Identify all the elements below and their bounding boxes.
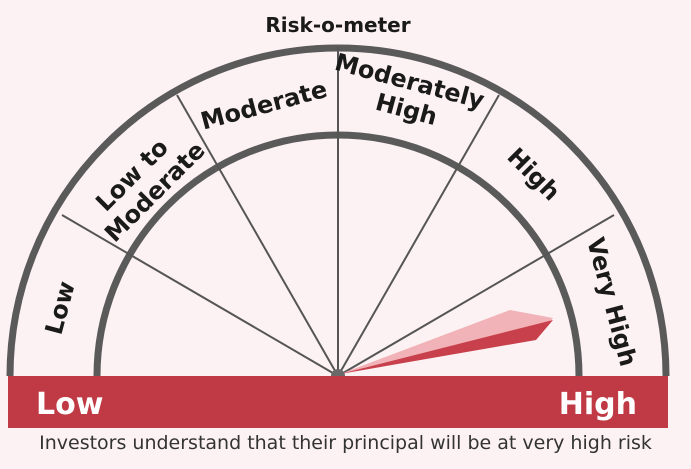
divider-2 <box>176 94 339 377</box>
title-plate <box>236 10 442 40</box>
gauge-title: Risk-o-meter <box>265 13 410 37</box>
divider-1 <box>61 214 339 377</box>
risk-band <box>8 376 668 428</box>
band-label-low: Low <box>36 387 103 422</box>
segment-dividers <box>61 47 615 377</box>
risk-caption: Investors understand that their principa… <box>39 432 652 454</box>
divider-4 <box>337 94 500 377</box>
needle <box>340 320 553 374</box>
band-label-high: High <box>559 387 637 422</box>
divider-5 <box>337 214 615 377</box>
needle-highlight <box>340 310 553 374</box>
